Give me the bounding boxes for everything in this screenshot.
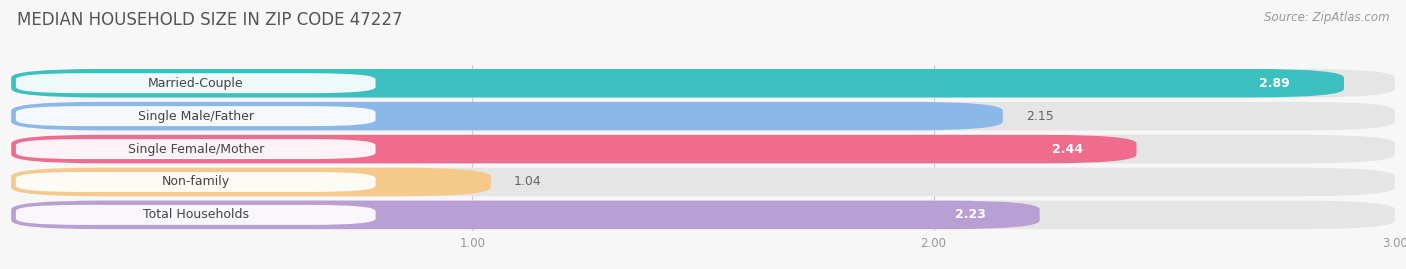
FancyBboxPatch shape — [905, 206, 1035, 224]
Text: 2.23: 2.23 — [955, 208, 986, 221]
FancyBboxPatch shape — [11, 168, 491, 196]
FancyBboxPatch shape — [15, 205, 375, 225]
FancyBboxPatch shape — [15, 106, 375, 126]
Text: Non-family: Non-family — [162, 175, 229, 189]
Text: Single Male/Father: Single Male/Father — [138, 110, 253, 123]
FancyBboxPatch shape — [15, 139, 375, 159]
Text: Source: ZipAtlas.com: Source: ZipAtlas.com — [1264, 11, 1389, 24]
Text: 2.44: 2.44 — [1052, 143, 1083, 155]
FancyBboxPatch shape — [11, 135, 1136, 163]
FancyBboxPatch shape — [1002, 140, 1132, 158]
FancyBboxPatch shape — [11, 69, 1395, 97]
Text: 1.04: 1.04 — [515, 175, 541, 189]
FancyBboxPatch shape — [11, 201, 1039, 229]
FancyBboxPatch shape — [15, 172, 375, 192]
Text: Single Female/Mother: Single Female/Mother — [128, 143, 264, 155]
FancyBboxPatch shape — [11, 201, 1395, 229]
FancyBboxPatch shape — [11, 168, 1395, 196]
FancyBboxPatch shape — [1211, 74, 1340, 93]
Text: 2.89: 2.89 — [1260, 77, 1291, 90]
FancyBboxPatch shape — [15, 73, 375, 93]
Text: MEDIAN HOUSEHOLD SIZE IN ZIP CODE 47227: MEDIAN HOUSEHOLD SIZE IN ZIP CODE 47227 — [17, 11, 402, 29]
FancyBboxPatch shape — [11, 135, 1395, 163]
Text: Total Households: Total Households — [143, 208, 249, 221]
Text: Married-Couple: Married-Couple — [148, 77, 243, 90]
Text: 2.15: 2.15 — [1026, 110, 1053, 123]
FancyBboxPatch shape — [11, 102, 1002, 130]
FancyBboxPatch shape — [11, 69, 1344, 97]
FancyBboxPatch shape — [11, 102, 1395, 130]
